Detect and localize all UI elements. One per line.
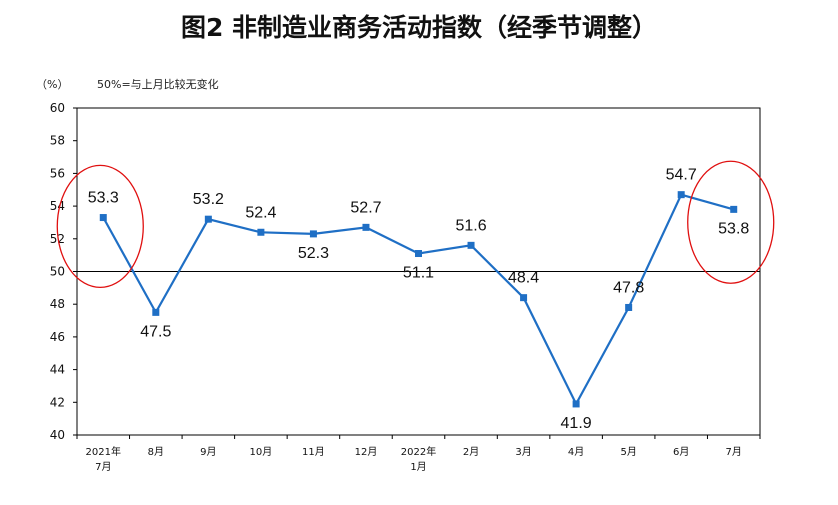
data-label: 51.6 — [455, 217, 486, 234]
data-point — [257, 228, 265, 236]
data-point — [415, 250, 422, 258]
data-point — [204, 215, 212, 223]
data-point — [362, 223, 370, 231]
highlight-ellipse — [687, 160, 775, 284]
chart-title: 图2 非制造业商务活动指数（经季节调整） — [181, 13, 657, 42]
x-tick-label: 6月 — [673, 446, 689, 458]
x-tick-label: 2021年 — [86, 445, 121, 458]
y-tick-label: 40 — [50, 428, 65, 442]
data-point — [152, 308, 160, 316]
x-tick-label: 4月 — [568, 446, 584, 458]
data-label: 52.7 — [350, 199, 381, 216]
x-tick-label: 2022年 — [401, 445, 436, 458]
y-tick-label: 60 — [50, 101, 65, 115]
data-line — [102, 193, 734, 407]
x-tick-label: 7月 — [726, 446, 742, 458]
data-label: 52.3 — [298, 245, 329, 262]
data-label: 51.1 — [403, 265, 434, 282]
data-point — [99, 214, 107, 222]
data-point — [572, 400, 580, 408]
series-line — [99, 191, 738, 408]
data-label: 47.5 — [140, 323, 171, 340]
reference-note: 50%=与上月比较无变化 — [97, 77, 219, 91]
data-point — [677, 191, 685, 199]
y-tick-label: 50 — [50, 265, 65, 279]
x-tick-label: 2月 — [463, 446, 479, 458]
x-tick-label: 11月 — [302, 446, 325, 458]
highlight-ellipse — [56, 164, 144, 288]
x-tick-label: 10月 — [250, 446, 273, 458]
y-tick-label: 58 — [50, 134, 65, 148]
x-tick-label: 8月 — [148, 446, 164, 458]
data-point — [467, 241, 475, 249]
data-label: 53.3 — [88, 190, 119, 207]
data-label: 53.2 — [193, 191, 224, 208]
x-tick-label: 9月 — [200, 446, 216, 458]
data-labels: 53.3 47.5 53.2 52.4 52.3 52.7 51.1 51.6 48.4 41.9… — [88, 167, 750, 432]
y-unit-label: （%） — [36, 78, 68, 91]
y-tick-label: 42 — [50, 395, 65, 409]
y-tick-label: 54 — [50, 199, 65, 213]
y-tick-label: 44 — [50, 363, 65, 377]
data-point — [625, 303, 633, 311]
data-label: 41.9 — [561, 415, 592, 432]
y-axis: 40 42 44 46 48 50 52 54 56 58 60 — [50, 101, 77, 442]
x-tick-label: 5月 — [620, 446, 636, 458]
x-tick-label: 7月 — [95, 461, 111, 473]
data-point — [309, 230, 317, 238]
data-point — [520, 294, 528, 302]
y-tick-label: 48 — [50, 297, 65, 311]
x-tick-label: 12月 — [355, 446, 378, 458]
y-tick-label: 52 — [50, 232, 65, 246]
data-point — [730, 205, 738, 213]
data-label: 52.4 — [245, 204, 276, 221]
x-tick-label: 1月 — [410, 461, 426, 473]
highlight-circles — [56, 160, 775, 288]
data-label: 53.8 — [718, 220, 749, 237]
data-label: 48.4 — [508, 270, 539, 287]
y-tick-label: 46 — [50, 330, 65, 344]
data-label: 47.8 — [613, 279, 644, 296]
x-tick-label: 3月 — [515, 446, 531, 458]
x-axis: 2021年 7月 8月 9月 10月 11月 12月 2022年 1月 2月 3月 4月 5月 6月 7月 — [76, 435, 761, 473]
data-label: 54.7 — [666, 167, 697, 184]
y-tick-label: 56 — [50, 166, 65, 180]
